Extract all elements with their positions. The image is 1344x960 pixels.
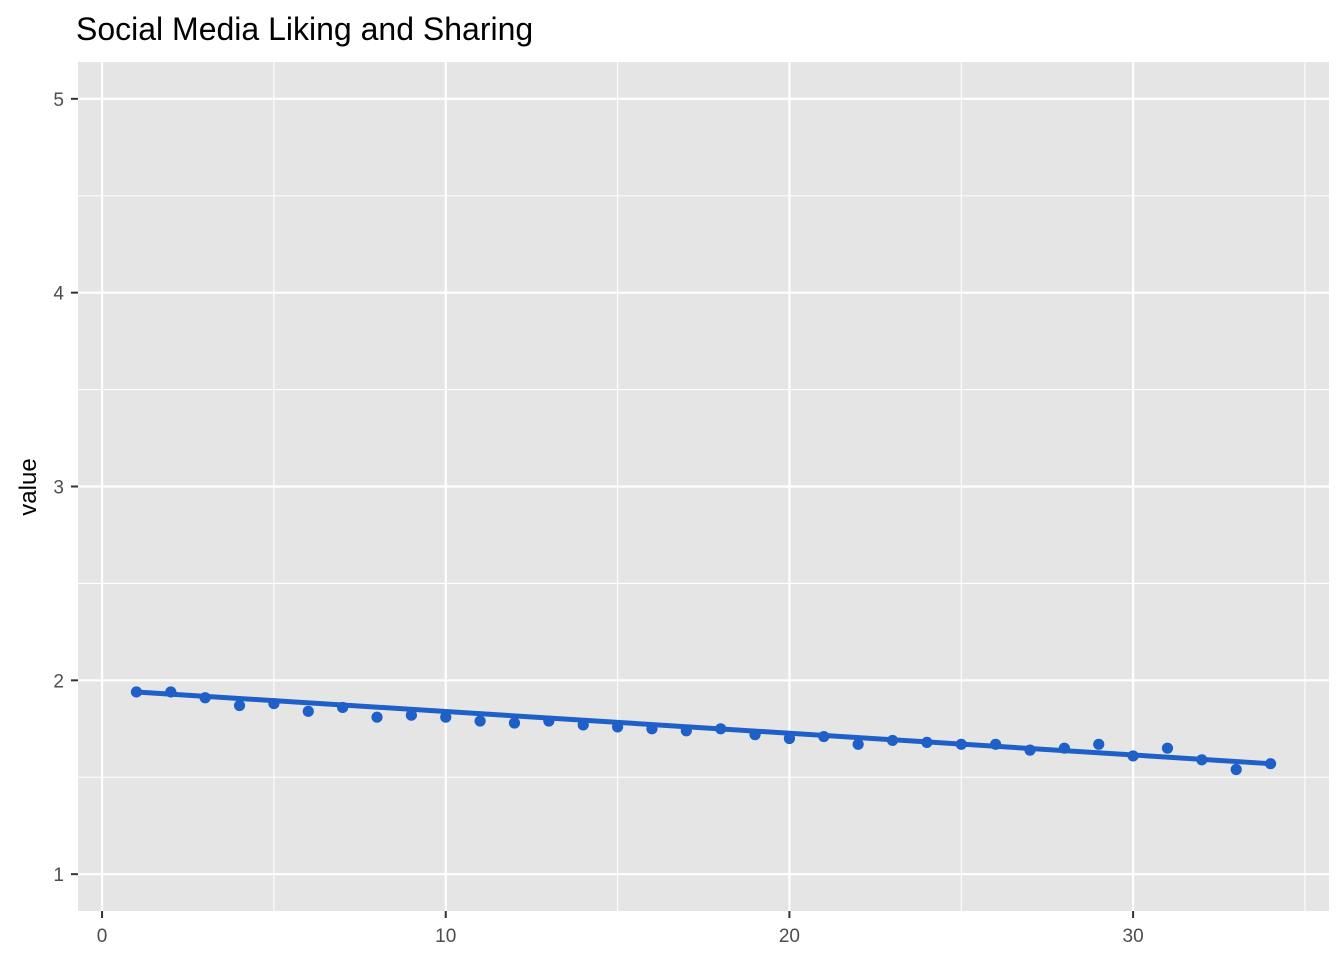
data-point — [199, 692, 211, 704]
data-point — [268, 697, 280, 710]
data-point — [1127, 750, 1139, 762]
data-point — [955, 738, 967, 750]
y-tick-label: 4 — [53, 284, 64, 305]
data-point — [233, 699, 246, 712]
data-point — [474, 715, 486, 727]
data-point — [440, 711, 452, 723]
x-tick-label: 0 — [97, 926, 108, 947]
x-tick-label: 20 — [779, 926, 800, 947]
data-point — [302, 705, 314, 717]
data-point — [508, 717, 521, 729]
data-point — [783, 732, 796, 745]
data-point — [646, 723, 658, 735]
data-point — [990, 738, 1002, 750]
data-point — [130, 686, 143, 698]
data-point — [1230, 763, 1242, 776]
trend-line — [136, 689, 1271, 767]
data-point — [543, 715, 555, 727]
x-tick-label: 10 — [435, 926, 456, 947]
chart-title: Social Media Liking and Sharing — [76, 11, 533, 47]
data-point — [1196, 754, 1208, 766]
x-axis: 0 10 20 30 — [97, 911, 1144, 947]
data-point — [1161, 742, 1174, 754]
data-point — [715, 723, 727, 735]
data-point — [1093, 738, 1105, 750]
data-point — [886, 734, 899, 747]
y-tick-label: 5 — [53, 90, 64, 111]
y-axis-label: value — [15, 458, 42, 515]
data-point — [818, 730, 830, 743]
data-point — [1264, 758, 1277, 770]
y-tick-label: 2 — [53, 671, 64, 692]
data-point — [680, 725, 692, 737]
y-tick-label: 3 — [53, 478, 64, 499]
data-point — [1024, 744, 1036, 756]
grid-major — [78, 62, 1329, 911]
y-axis: 1 2 3 4 5 — [53, 90, 78, 886]
data-point — [749, 729, 761, 741]
data-point — [577, 719, 589, 731]
data-point — [1058, 742, 1070, 754]
y-tick-label: 1 — [53, 865, 64, 886]
data-point — [611, 721, 624, 733]
data-point — [371, 711, 383, 723]
data-point — [852, 738, 864, 750]
series-layer — [130, 686, 1277, 776]
data-point — [165, 686, 177, 698]
x-tick-label: 30 — [1123, 926, 1144, 947]
data-point — [921, 736, 933, 748]
data-point — [337, 701, 349, 714]
data-point — [405, 709, 417, 721]
